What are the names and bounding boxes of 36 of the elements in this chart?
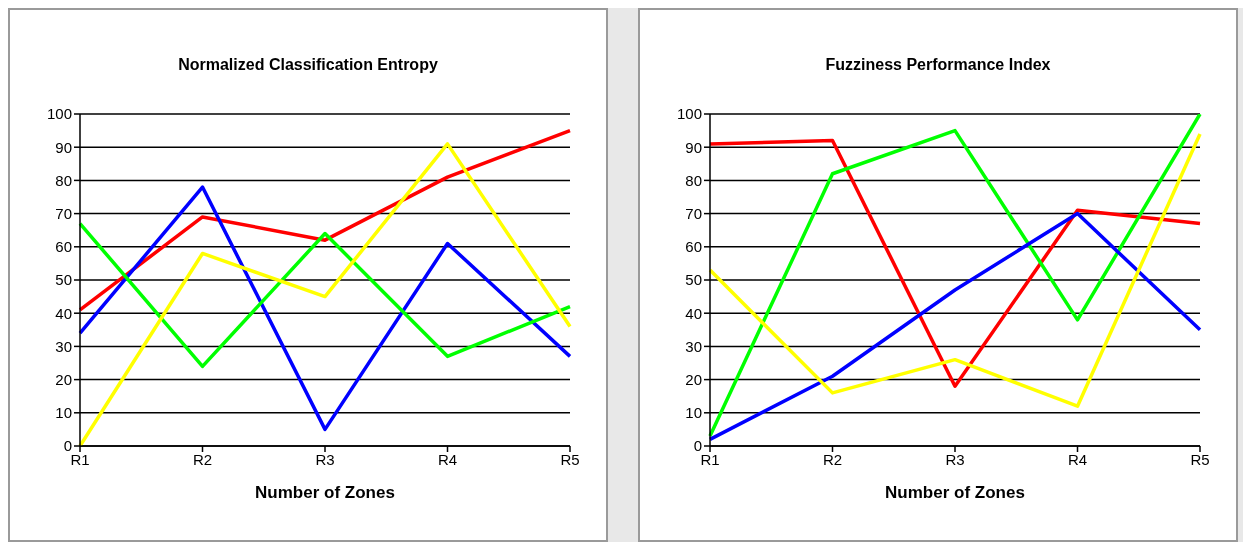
y-tick-label: 20 [55,370,72,388]
x-tick-label: R2 [822,450,843,468]
x-tick-label: R1 [700,450,720,468]
y-tick-label: 60 [685,238,702,256]
y-tick-label: 70 [55,204,72,222]
x-tick-label: R4 [437,450,458,468]
y-tick-label: 90 [55,138,72,156]
x-tick-label: R2 [192,450,213,468]
x-tick-label: R5 [560,450,580,468]
y-tick-label: 40 [685,304,702,322]
y-tick-label: 100 [46,105,72,123]
y-tick-label: 0 [693,437,702,455]
y-tick-label: 100 [676,105,702,123]
y-tick-label: 20 [685,370,702,388]
x-tick-label: R3 [945,450,965,468]
y-tick-label: 80 [55,171,72,189]
x-tick-label: R3 [315,450,335,468]
x-tick-label: R1 [70,450,90,468]
y-tick-label: 50 [685,271,702,289]
x-axis-title: Number of Zones [255,483,395,502]
chart-title: Normalized Classification Entropy [177,56,439,75]
y-tick-label: 30 [55,337,72,355]
y-tick-label: 10 [55,404,72,422]
y-tick-label: 10 [685,404,702,422]
y-tick-label: 90 [685,138,702,156]
y-tick-label: 80 [685,171,702,189]
y-tick-label: 40 [55,304,72,322]
y-tick-label: 60 [55,238,72,256]
y-tick-label: 50 [55,271,72,289]
y-tick-label: 0 [63,437,72,455]
y-tick-label: 30 [685,337,702,355]
x-axis-title: Number of Zones [885,483,1025,502]
x-tick-label: R5 [1190,450,1210,468]
x-tick-label: R4 [1067,450,1088,468]
chart-title: Fuzziness Performance Index [824,56,1052,75]
y-tick-label: 70 [685,204,702,222]
